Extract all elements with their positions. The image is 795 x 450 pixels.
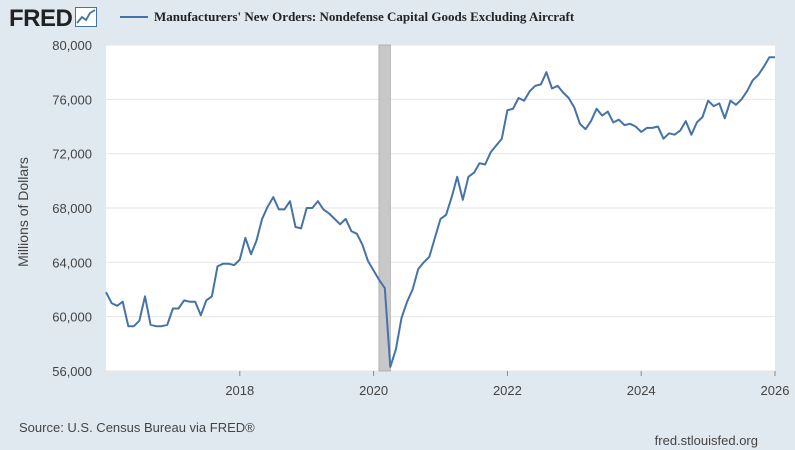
x-tick-labels: 2018 2020 2022 2024 2026 xyxy=(225,371,789,398)
x-tick-label: 2026 xyxy=(761,383,790,398)
y-gridlines xyxy=(106,44,775,372)
y-tick-label: 72,000 xyxy=(52,147,92,162)
y-tick-labels: 56,000 60,000 64,000 68,000 72,000 76,000 80,0… xyxy=(52,38,92,379)
recession-shading xyxy=(378,44,391,372)
x-tick-label: 2024 xyxy=(627,383,656,398)
fred-logo[interactable]: FRED xyxy=(9,5,98,32)
x-tick-label: 2022 xyxy=(493,383,522,398)
legend-swatch xyxy=(120,16,148,18)
y-tick-label: 76,000 xyxy=(52,92,92,107)
y-tick-label: 60,000 xyxy=(52,310,92,325)
y-tick-label: 64,000 xyxy=(52,255,92,270)
fred-logo-text: FRED xyxy=(9,5,73,32)
site-link[interactable]: fred.stlouisfed.org xyxy=(654,433,758,448)
y-tick-label: 80,000 xyxy=(52,38,92,53)
legend-series-label: Manufacturers' New Orders: Nondefense Ca… xyxy=(154,9,575,24)
series-lines xyxy=(105,56,775,368)
source-note: Source: U.S. Census Bureau via FRED® xyxy=(19,420,255,435)
series-line xyxy=(105,56,775,368)
y-tick-label: 68,000 xyxy=(52,201,92,216)
x-tick-label: 2020 xyxy=(359,383,388,398)
y-tick-label: 56,000 xyxy=(52,364,92,379)
chart-line-icon xyxy=(75,6,98,32)
chart-legend: Manufacturers' New Orders: Nondefense Ca… xyxy=(120,9,574,25)
line-chart: 56,000 60,000 64,000 68,000 72,000 76,000 80,0… xyxy=(15,38,789,398)
x-tick-label: 2018 xyxy=(225,383,254,398)
y-axis-label: Millions of Dollars xyxy=(15,157,31,267)
